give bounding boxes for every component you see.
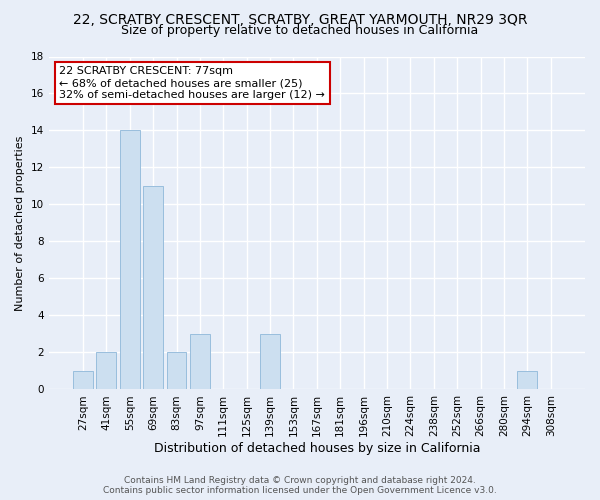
Text: 22, SCRATBY CRESCENT, SCRATBY, GREAT YARMOUTH, NR29 3QR: 22, SCRATBY CRESCENT, SCRATBY, GREAT YAR… xyxy=(73,12,527,26)
Bar xyxy=(517,371,537,390)
Bar xyxy=(143,186,163,390)
Text: Size of property relative to detached houses in California: Size of property relative to detached ho… xyxy=(121,24,479,37)
Text: 22 SCRATBY CRESCENT: 77sqm
← 68% of detached houses are smaller (25)
32% of semi: 22 SCRATBY CRESCENT: 77sqm ← 68% of deta… xyxy=(59,66,325,100)
Bar xyxy=(97,352,116,390)
Bar xyxy=(120,130,140,390)
Bar xyxy=(190,334,210,390)
Bar xyxy=(73,371,93,390)
Text: Contains HM Land Registry data © Crown copyright and database right 2024.
Contai: Contains HM Land Registry data © Crown c… xyxy=(103,476,497,495)
Bar xyxy=(167,352,187,390)
X-axis label: Distribution of detached houses by size in California: Distribution of detached houses by size … xyxy=(154,442,480,455)
Bar xyxy=(260,334,280,390)
Y-axis label: Number of detached properties: Number of detached properties xyxy=(15,136,25,310)
